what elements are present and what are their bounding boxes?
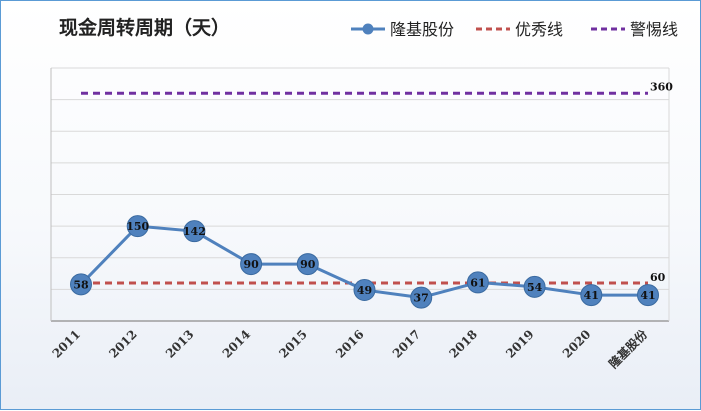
legend-longi-marker: [362, 23, 374, 35]
data-point: [183, 220, 206, 243]
x-tick-label: 2018: [447, 327, 481, 361]
data-point: [240, 253, 263, 276]
data-label: 150: [126, 220, 149, 233]
data-label: 58: [73, 278, 89, 291]
data-label: 41: [584, 289, 599, 302]
legend-entry-warning: 警惕线: [591, 20, 678, 39]
data-point: [70, 273, 92, 296]
data-point: [296, 253, 319, 276]
legend-entry-excellent: 优秀线: [476, 20, 563, 39]
legend-entry-longi: 隆基股份: [351, 20, 454, 39]
data-point: [637, 284, 659, 307]
data-label: 41: [640, 289, 655, 302]
x-tick-label: 2013: [163, 327, 197, 361]
legend-longi-label: 隆基股份: [390, 20, 454, 39]
data-point: [410, 286, 433, 309]
data-label: 90: [300, 258, 316, 271]
data-label: 54: [527, 281, 543, 294]
data-point: [126, 215, 149, 238]
x-tick-label: 2015: [276, 327, 310, 361]
reference-lines: 360 60: [81, 80, 673, 285]
data-label: 61: [470, 276, 485, 289]
x-tick-label: 2014: [220, 327, 254, 361]
data-series: 58 150 142 90 90 49 37 61 54 41 41: [70, 215, 659, 309]
x-tick-label: 2019: [503, 327, 537, 361]
chart-legend: 隆基股份 优秀线 警惕线: [351, 20, 678, 39]
x-axis-ticks: 2011 2012 2013 2014 2015 2016 2017 2018 2019 2020…: [50, 326, 651, 371]
data-point: [466, 271, 489, 294]
x-tick-label: 2017: [390, 327, 424, 361]
x-tick-label: 2020: [560, 327, 594, 361]
data-label: 37: [414, 292, 429, 305]
data-point: [580, 284, 603, 307]
data-label: 142: [183, 225, 206, 238]
x-tick-label: 2011: [50, 327, 84, 361]
data-point: [523, 275, 546, 298]
data-label: 49: [357, 284, 372, 297]
legend-warning-label: 警惕线: [630, 20, 678, 39]
excellent-line-label: 60: [650, 271, 666, 284]
legend-excellent-label: 优秀线: [515, 20, 563, 39]
chart-title: 现金周转周期（天）: [59, 16, 230, 39]
x-tick-label: 隆基股份: [606, 326, 651, 371]
data-point: [353, 279, 376, 302]
data-label: 90: [243, 258, 259, 271]
x-tick-label: 2012: [106, 327, 140, 361]
grid-lines: [50, 67, 670, 322]
x-tick-label: 2016: [333, 327, 367, 361]
warning-line-label: 360: [650, 80, 673, 93]
